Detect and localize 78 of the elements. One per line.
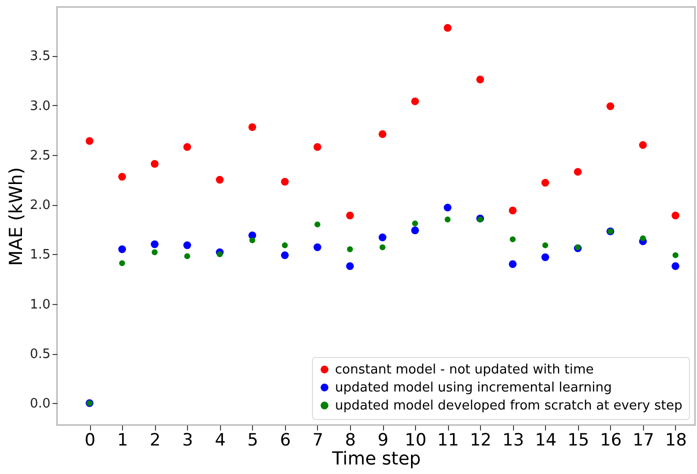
x-tick-label: 17: [632, 430, 654, 450]
point: [280, 251, 289, 260]
point: [508, 260, 517, 268]
point: [216, 251, 223, 258]
point: [541, 178, 550, 187]
point: [150, 240, 159, 248]
x-tick-label: 9: [378, 430, 388, 450]
y-axis-title: MAE (kWh): [6, 167, 27, 266]
x-tick-label: 16: [600, 430, 622, 450]
point: [444, 204, 452, 212]
x-tick-label: 6: [280, 430, 291, 450]
point: [150, 160, 159, 168]
point: [380, 244, 386, 250]
point: [411, 226, 419, 234]
point: [672, 252, 678, 258]
y-tick-label: 2.5: [30, 148, 50, 164]
y-tick-label: 3.5: [30, 49, 50, 64]
point: [216, 176, 224, 184]
point: [152, 249, 158, 256]
x-tick-label: 3: [182, 430, 194, 450]
x-axis-title: Time step: [331, 448, 421, 470]
point: [282, 242, 288, 248]
point: [412, 220, 418, 226]
point: [541, 253, 550, 262]
point: [86, 137, 94, 145]
point: [606, 102, 614, 110]
point: [444, 24, 452, 32]
x-tick-label: 12: [470, 430, 492, 450]
point: [672, 262, 680, 270]
x-tick-label: 1: [117, 430, 128, 450]
x-tick-label: 7: [312, 430, 324, 450]
point: [314, 143, 322, 151]
x-tick-label: 4: [214, 430, 226, 450]
y-tick-label: 1.5: [30, 248, 50, 263]
point: [249, 237, 256, 244]
point: [314, 221, 320, 228]
x-tick-label: 5: [247, 430, 258, 450]
x-tick-label: 15: [567, 430, 590, 450]
x-tick-label: 14: [534, 430, 557, 450]
y-tick-label: 0.5: [30, 347, 50, 362]
point: [118, 245, 126, 254]
x-tick-label: 13: [502, 430, 524, 450]
legend-label: updated model developed from scratch at every step: [335, 398, 682, 414]
x-tick-label: 11: [437, 430, 459, 450]
x-tick-label: 10: [404, 430, 426, 450]
point: [542, 242, 548, 248]
y-tick-label: 1.0: [30, 297, 50, 312]
x-tick-label: 0: [84, 430, 96, 450]
point: [314, 243, 322, 252]
point: [378, 130, 386, 138]
point: [574, 168, 582, 176]
point: [119, 260, 126, 266]
point: [280, 178, 289, 186]
y-tick-label: 0.0: [30, 396, 50, 412]
point: [672, 212, 680, 220]
legend-label: updated model using incremental learning: [335, 380, 612, 396]
point: [183, 143, 192, 151]
x-tick-label: 8: [345, 430, 356, 450]
point: [508, 206, 517, 214]
legend-label: constant model - not updated with time: [335, 362, 594, 378]
point: [347, 246, 353, 252]
point: [444, 216, 451, 222]
point: [118, 172, 126, 181]
point: [248, 123, 256, 132]
point: [639, 141, 647, 149]
x-tick-label: 18: [665, 430, 687, 450]
point: [378, 233, 386, 242]
point: [183, 241, 192, 250]
point: [411, 97, 419, 106]
point: [346, 262, 354, 270]
y-tick-label: 2.0: [30, 198, 50, 214]
point: [476, 76, 484, 84]
point: [184, 253, 190, 260]
point: [640, 235, 646, 242]
y-tick-label: 3.0: [30, 98, 50, 114]
point: [346, 212, 354, 220]
point: [510, 236, 516, 242]
x-tick-label: 2: [150, 430, 161, 450]
